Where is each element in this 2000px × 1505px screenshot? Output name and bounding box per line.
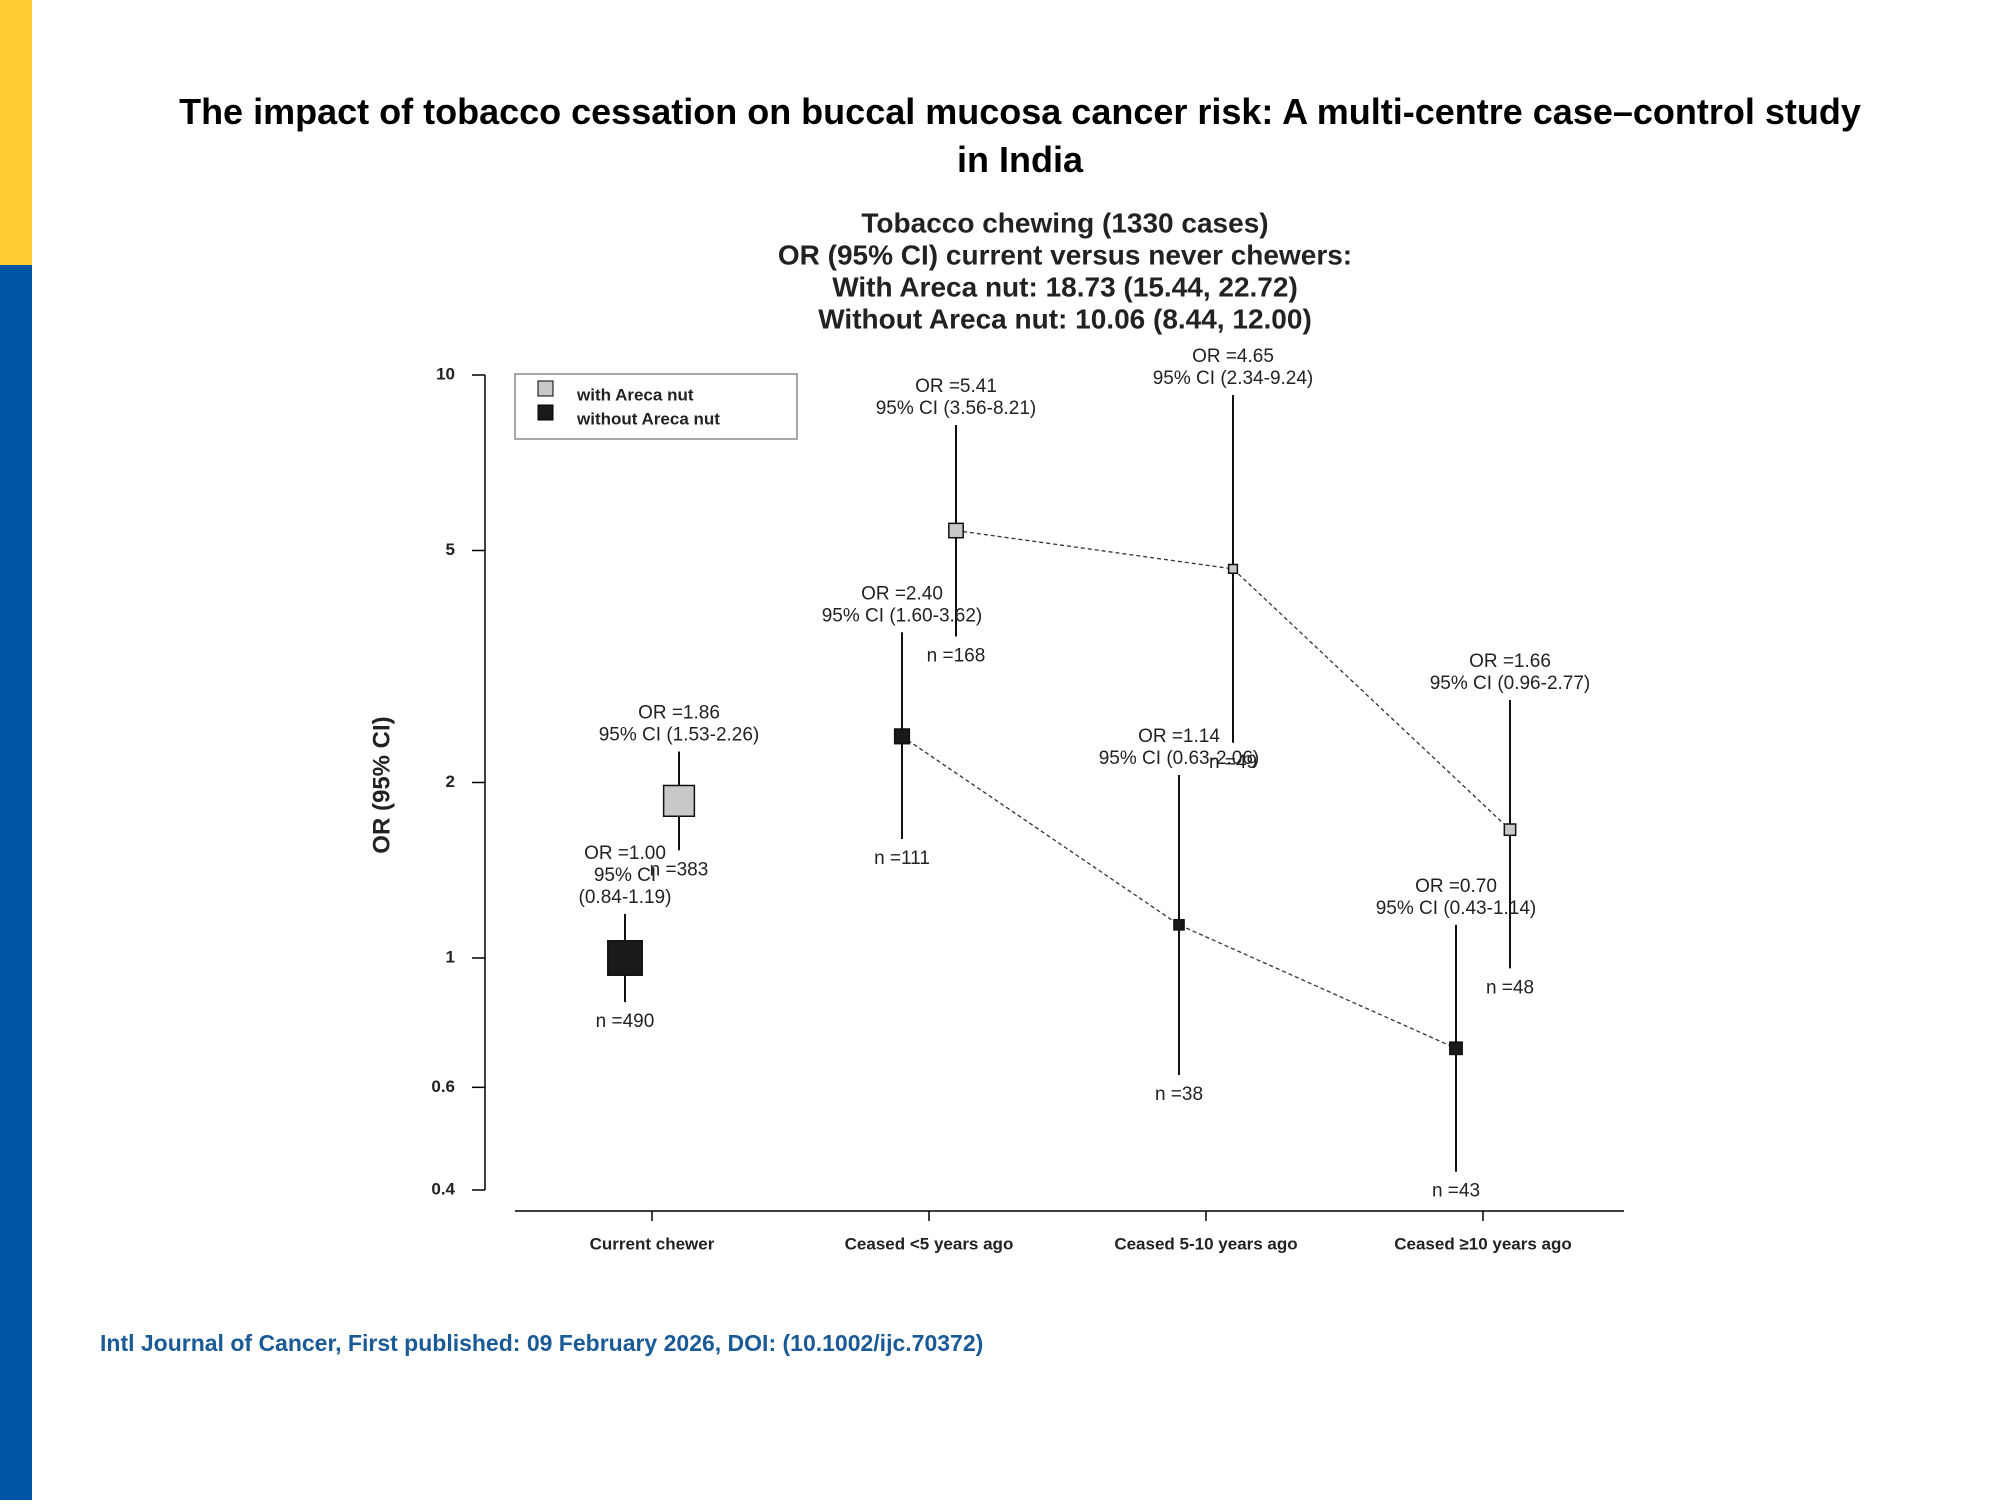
x-tick-label: Ceased <5 years ago	[845, 1234, 1014, 1253]
point-box	[1227, 563, 1239, 574]
legend-swatch	[537, 380, 554, 397]
n-label: n =111	[874, 848, 930, 869]
accent-bar-blue	[0, 265, 32, 1500]
point-box	[662, 784, 696, 818]
n-label: n =43	[1432, 1181, 1480, 1202]
chart-subtitle-line: Tobacco chewing (1330 cases)	[861, 207, 1268, 238]
value-label: OR =1.00	[584, 843, 666, 864]
x-tick-label: Current chewer	[590, 1234, 715, 1253]
point-box	[607, 940, 643, 976]
point-box	[1449, 1041, 1463, 1056]
trend-line	[955, 529, 1511, 831]
x-tick-label: Ceased 5-10 years ago	[1114, 1234, 1297, 1253]
n-label: n =49	[1209, 752, 1257, 773]
chart-subtitle-line: With Areca nut: 18.73 (15.44, 22.72)	[832, 271, 1298, 302]
footer-source: Intl Journal of Cancer, First published:…	[100, 1330, 983, 1356]
y-tick-label: 0.6	[431, 1077, 455, 1096]
y-axis-label: OR (95% CI)	[368, 716, 395, 853]
value-label: OR =2.40	[861, 583, 943, 604]
legend-label: without Areca nut	[576, 409, 720, 428]
ci-label: 95% CI (2.34-9.24)	[1153, 368, 1314, 389]
legend-label: with Areca nut	[576, 385, 694, 404]
point-box	[893, 728, 911, 745]
value-label: OR =1.66	[1469, 651, 1551, 672]
ci-label: 95% CI (3.56-8.21)	[876, 398, 1037, 419]
y-tick-label: 2	[446, 772, 455, 791]
ci-label: 95% CI (0.96-2.77)	[1430, 673, 1591, 694]
chart-subtitle-line: OR (95% CI) current versus never chewers…	[778, 239, 1352, 270]
n-label: n =383	[650, 859, 709, 880]
point-box	[1503, 823, 1517, 837]
ci-label: 95% CI (0.43-1.14)	[1376, 898, 1537, 919]
legend-swatch	[537, 404, 554, 421]
value-label: OR =4.65	[1192, 346, 1274, 367]
ci-label: 95% CI	[594, 865, 656, 886]
y-tick-label: 10	[436, 364, 455, 383]
x-tick-label: Ceased ≥10 years ago	[1394, 1234, 1572, 1253]
y-tick-label: 0.4	[431, 1179, 455, 1198]
ci-label: 95% CI (1.60-3.62)	[822, 605, 983, 626]
n-label: n =48	[1486, 977, 1534, 998]
y-tick-label: 1	[446, 947, 455, 966]
ci-label: (0.84-1.19)	[579, 887, 672, 908]
n-label: n =38	[1155, 1084, 1203, 1105]
ci-label: 95% CI (1.53-2.26)	[599, 725, 760, 746]
value-label: OR =0.70	[1415, 876, 1497, 897]
accent-bar-yellow	[0, 0, 32, 265]
n-label: n =168	[927, 646, 986, 667]
point-box	[1173, 919, 1185, 931]
chart-title: The impact of tobacco cessation on bucca…	[179, 91, 1861, 180]
legend-box	[514, 373, 798, 440]
point-box	[948, 522, 964, 539]
chart-subtitle-line: Without Areca nut: 10.06 (8.44, 12.00)	[818, 303, 1312, 334]
value-label: OR =5.41	[915, 376, 997, 397]
y-tick-label: 5	[446, 540, 455, 559]
n-label: n =490	[596, 1011, 655, 1032]
ci-label: 95% CI (0.63-2.06)	[1099, 748, 1260, 769]
value-label: OR =1.86	[638, 703, 720, 724]
value-label: OR =1.14	[1138, 726, 1220, 747]
